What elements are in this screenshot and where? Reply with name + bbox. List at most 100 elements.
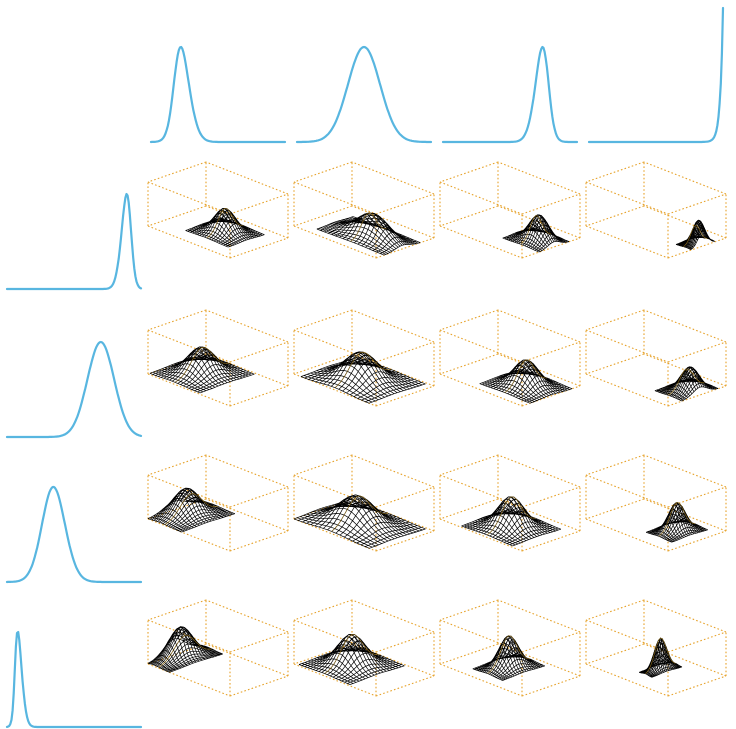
surface-ridge-highlight [658, 502, 696, 537]
box-edge [439, 454, 499, 476]
box-edge [147, 619, 231, 653]
surface-cell-r3-c4 [585, 454, 727, 552]
box-edge [585, 329, 669, 363]
box-edge [497, 498, 581, 532]
surface-wire-v [472, 668, 503, 681]
box-edge [147, 599, 207, 621]
box-edge [147, 518, 231, 552]
box-edge [439, 353, 499, 375]
box-edge [521, 385, 581, 407]
box-edge [293, 225, 377, 259]
box-edge [521, 675, 581, 697]
box-edge [439, 599, 499, 621]
box-edge [521, 530, 581, 552]
surface-wire-v [356, 356, 426, 385]
box-edge [205, 498, 289, 532]
top-marginal-curve-4 [587, 6, 725, 144]
box-edge [585, 353, 645, 375]
surface-cell-r4-c3 [439, 599, 581, 697]
box-edge [147, 454, 207, 476]
box-edge [147, 225, 231, 259]
box-edge [229, 675, 289, 697]
surface-cell-r2-c3 [439, 309, 581, 407]
surface-cell-r2-c1 [147, 309, 289, 407]
box-edge [205, 454, 289, 488]
surface-ridge-highlight [206, 208, 244, 239]
box-edge [293, 329, 377, 363]
box-edge [147, 309, 207, 331]
box-edge [351, 599, 435, 633]
box-edge [667, 631, 727, 653]
surface-ridge-highlight [645, 637, 676, 674]
surface-ridge-highlight [487, 635, 530, 674]
box-edge [293, 498, 353, 520]
surface-cell-r3-c2 [293, 454, 435, 552]
box-edge [293, 353, 353, 375]
box-edge [667, 341, 727, 363]
surface-wire-v [158, 369, 210, 390]
box-edge [375, 193, 435, 215]
surface-wire-u [199, 373, 255, 394]
box-edge [643, 353, 727, 387]
box-edge [147, 329, 231, 363]
top-marginal-curve-2 [295, 45, 433, 144]
surface-wire-v [173, 348, 225, 385]
box-edge [439, 161, 499, 183]
box-edge [643, 309, 727, 343]
surface-wire-u [343, 509, 401, 538]
box-edge [585, 454, 645, 476]
box-edge [439, 181, 523, 215]
surface-plot-grid [147, 161, 727, 697]
box-edge [667, 237, 727, 259]
surface-cell-r4-c2 [293, 599, 435, 697]
box-edge [205, 599, 289, 633]
surface-wire-v [316, 228, 385, 256]
box-edge [439, 205, 499, 227]
box-edge [585, 205, 645, 227]
box-edge [439, 373, 523, 407]
box-edge [585, 225, 669, 259]
box-edge [585, 663, 669, 697]
box-edge [585, 518, 669, 552]
box-edge [667, 385, 727, 407]
surface-wire-u [475, 655, 519, 671]
box-edge [439, 643, 499, 665]
box-edge [497, 353, 581, 387]
box-edge [351, 161, 435, 195]
box-edge [585, 474, 669, 508]
surface-cell-r1-c2 [293, 161, 435, 259]
surface-cell-r2-c2 [293, 309, 435, 407]
top-marginal-curve-3 [441, 45, 579, 144]
box-edge [643, 643, 727, 677]
surface-ridge-highlight [350, 212, 387, 242]
surface-cell-r1-c3 [439, 161, 581, 259]
box-edge [147, 498, 207, 520]
box-edge [375, 631, 435, 653]
box-edge [585, 643, 645, 665]
box-edge [351, 309, 435, 343]
surface-cell-r1-c4 [585, 161, 727, 259]
box-edge [293, 663, 377, 697]
box-edge [229, 486, 289, 508]
box-edge [497, 309, 581, 343]
box-edge [439, 518, 523, 552]
box-edge [521, 486, 581, 508]
box-edge [375, 341, 435, 363]
box-edge [643, 599, 727, 633]
box-edge [293, 181, 377, 215]
box-edge [643, 161, 727, 195]
box-edge [205, 161, 289, 195]
box-edge [375, 486, 435, 508]
box-edge [439, 309, 499, 331]
surface-wire-v [187, 229, 231, 247]
surface-wire-v [481, 382, 533, 403]
box-edge [375, 675, 435, 697]
box-edge [497, 454, 581, 488]
surface-ridge-highlight [158, 635, 213, 668]
box-edge [521, 193, 581, 215]
left-marginal-curve-1 [5, 192, 143, 291]
box-edge [293, 454, 353, 476]
box-edge [585, 161, 645, 183]
surface-cell-r2-c4 [585, 309, 727, 407]
box-edge [497, 205, 581, 239]
